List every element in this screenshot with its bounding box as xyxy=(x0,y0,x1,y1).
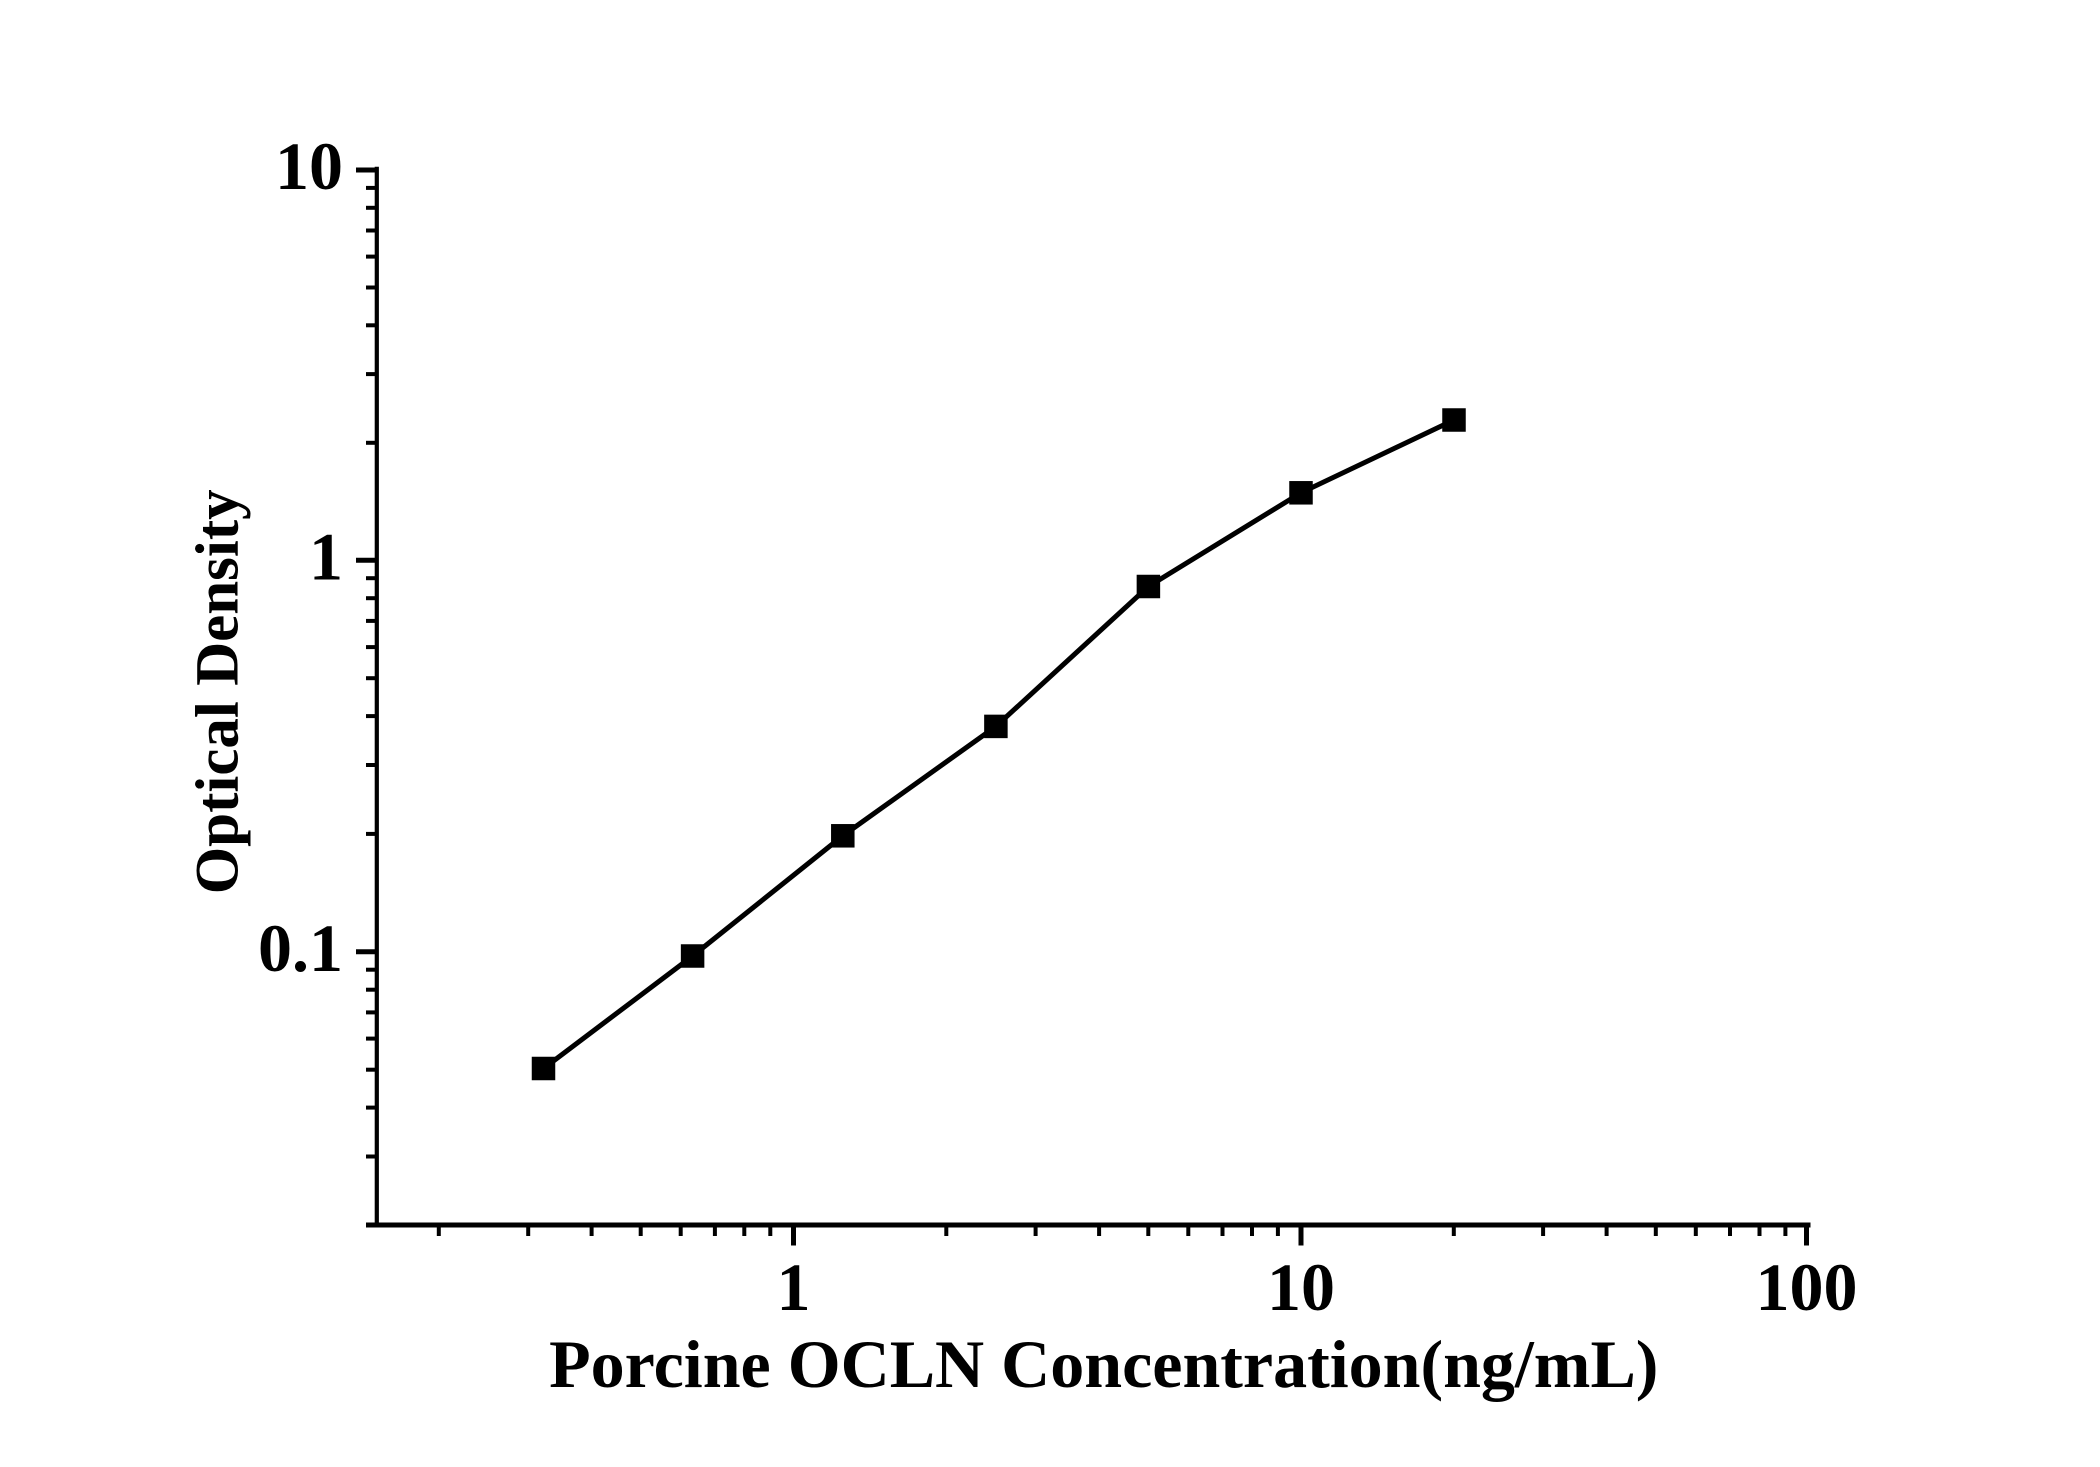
svg-text:100: 100 xyxy=(1756,1249,1858,1325)
svg-text:1: 1 xyxy=(777,1249,811,1325)
svg-text:10: 10 xyxy=(1267,1249,1335,1325)
svg-text:Porcine OCLN Concentration(ng/: Porcine OCLN Concentration(ng/mL) xyxy=(549,1326,1658,1402)
svg-text:Optical Density: Optical Density xyxy=(184,489,251,894)
svg-text:0.1: 0.1 xyxy=(258,910,343,986)
svg-text:1: 1 xyxy=(309,518,343,594)
svg-text:10: 10 xyxy=(275,128,343,204)
